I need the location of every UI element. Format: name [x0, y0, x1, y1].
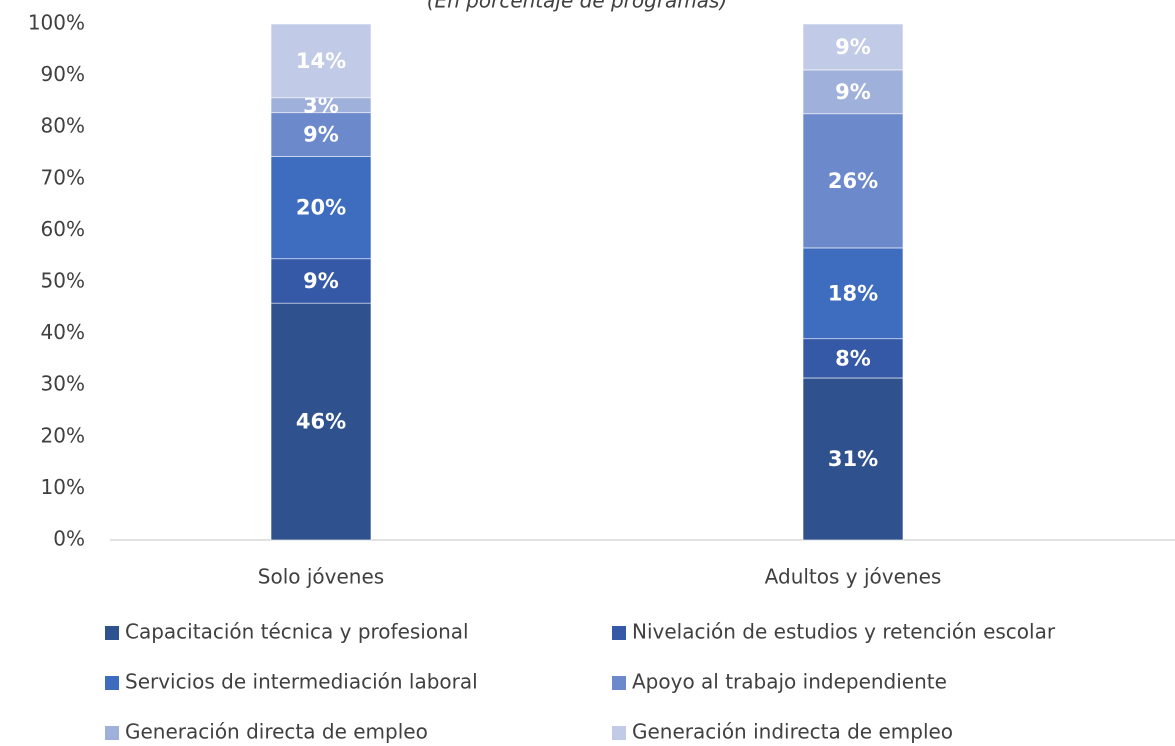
data-label: 9%	[835, 80, 871, 104]
x-tick-label: Solo jóvenes	[258, 565, 384, 589]
data-label: 20%	[296, 196, 346, 220]
y-tick-label: 50%	[41, 269, 85, 293]
y-tick-label: 0%	[53, 527, 85, 551]
y-tick-label: 100%	[28, 11, 85, 35]
legend-label: Generación directa de empleo	[125, 720, 428, 744]
data-label: 14%	[296, 49, 346, 73]
data-label: 46%	[296, 410, 346, 434]
legend-label: Apoyo al trabajo independiente	[632, 670, 947, 694]
y-tick-label: 60%	[41, 217, 85, 241]
bar-segment	[270, 156, 372, 260]
legend-swatch	[105, 676, 119, 690]
bar-segment	[270, 302, 372, 541]
y-tick-label: 30%	[41, 372, 85, 396]
y-tick-label: 80%	[41, 114, 85, 138]
bar-segment	[802, 23, 904, 71]
legend-label: Servicios de intermediación laboral	[125, 670, 478, 694]
legend-label: Capacitación técnica y profesional	[125, 620, 469, 644]
bar-segment	[802, 69, 904, 115]
data-label: 9%	[835, 35, 871, 59]
data-label: 8%	[835, 346, 871, 370]
bar-segment	[270, 258, 372, 304]
bar-segment	[802, 377, 904, 541]
bar-segment	[270, 23, 372, 99]
data-label: 18%	[828, 281, 878, 305]
data-label: 31%	[828, 447, 878, 471]
bar-segment	[270, 112, 372, 157]
y-tick-label: 90%	[41, 62, 85, 86]
legend-swatch	[105, 626, 119, 640]
legend-swatch	[612, 676, 626, 690]
chart-subtitle: (En porcentaje de programas)	[427, 0, 728, 13]
bar-segment	[802, 247, 904, 340]
legend-swatch	[105, 726, 119, 740]
data-label: 26%	[828, 169, 878, 193]
legend-label: Nivelación de estudios y retención escol…	[632, 620, 1056, 644]
y-tick-label: 70%	[41, 165, 85, 189]
x-tick-label: Adultos y jóvenes	[765, 565, 942, 589]
y-tick-label: 20%	[41, 423, 85, 447]
legend-label: Generación indirecta de empleo	[632, 720, 953, 744]
legend-swatch	[612, 626, 626, 640]
data-label: 9%	[303, 269, 339, 293]
bar-segment	[802, 338, 904, 379]
y-tick-label: 40%	[41, 320, 85, 344]
y-tick-label: 10%	[41, 475, 85, 499]
bar-segment	[802, 113, 904, 249]
data-label: 9%	[303, 123, 339, 147]
legend-swatch	[612, 726, 626, 740]
